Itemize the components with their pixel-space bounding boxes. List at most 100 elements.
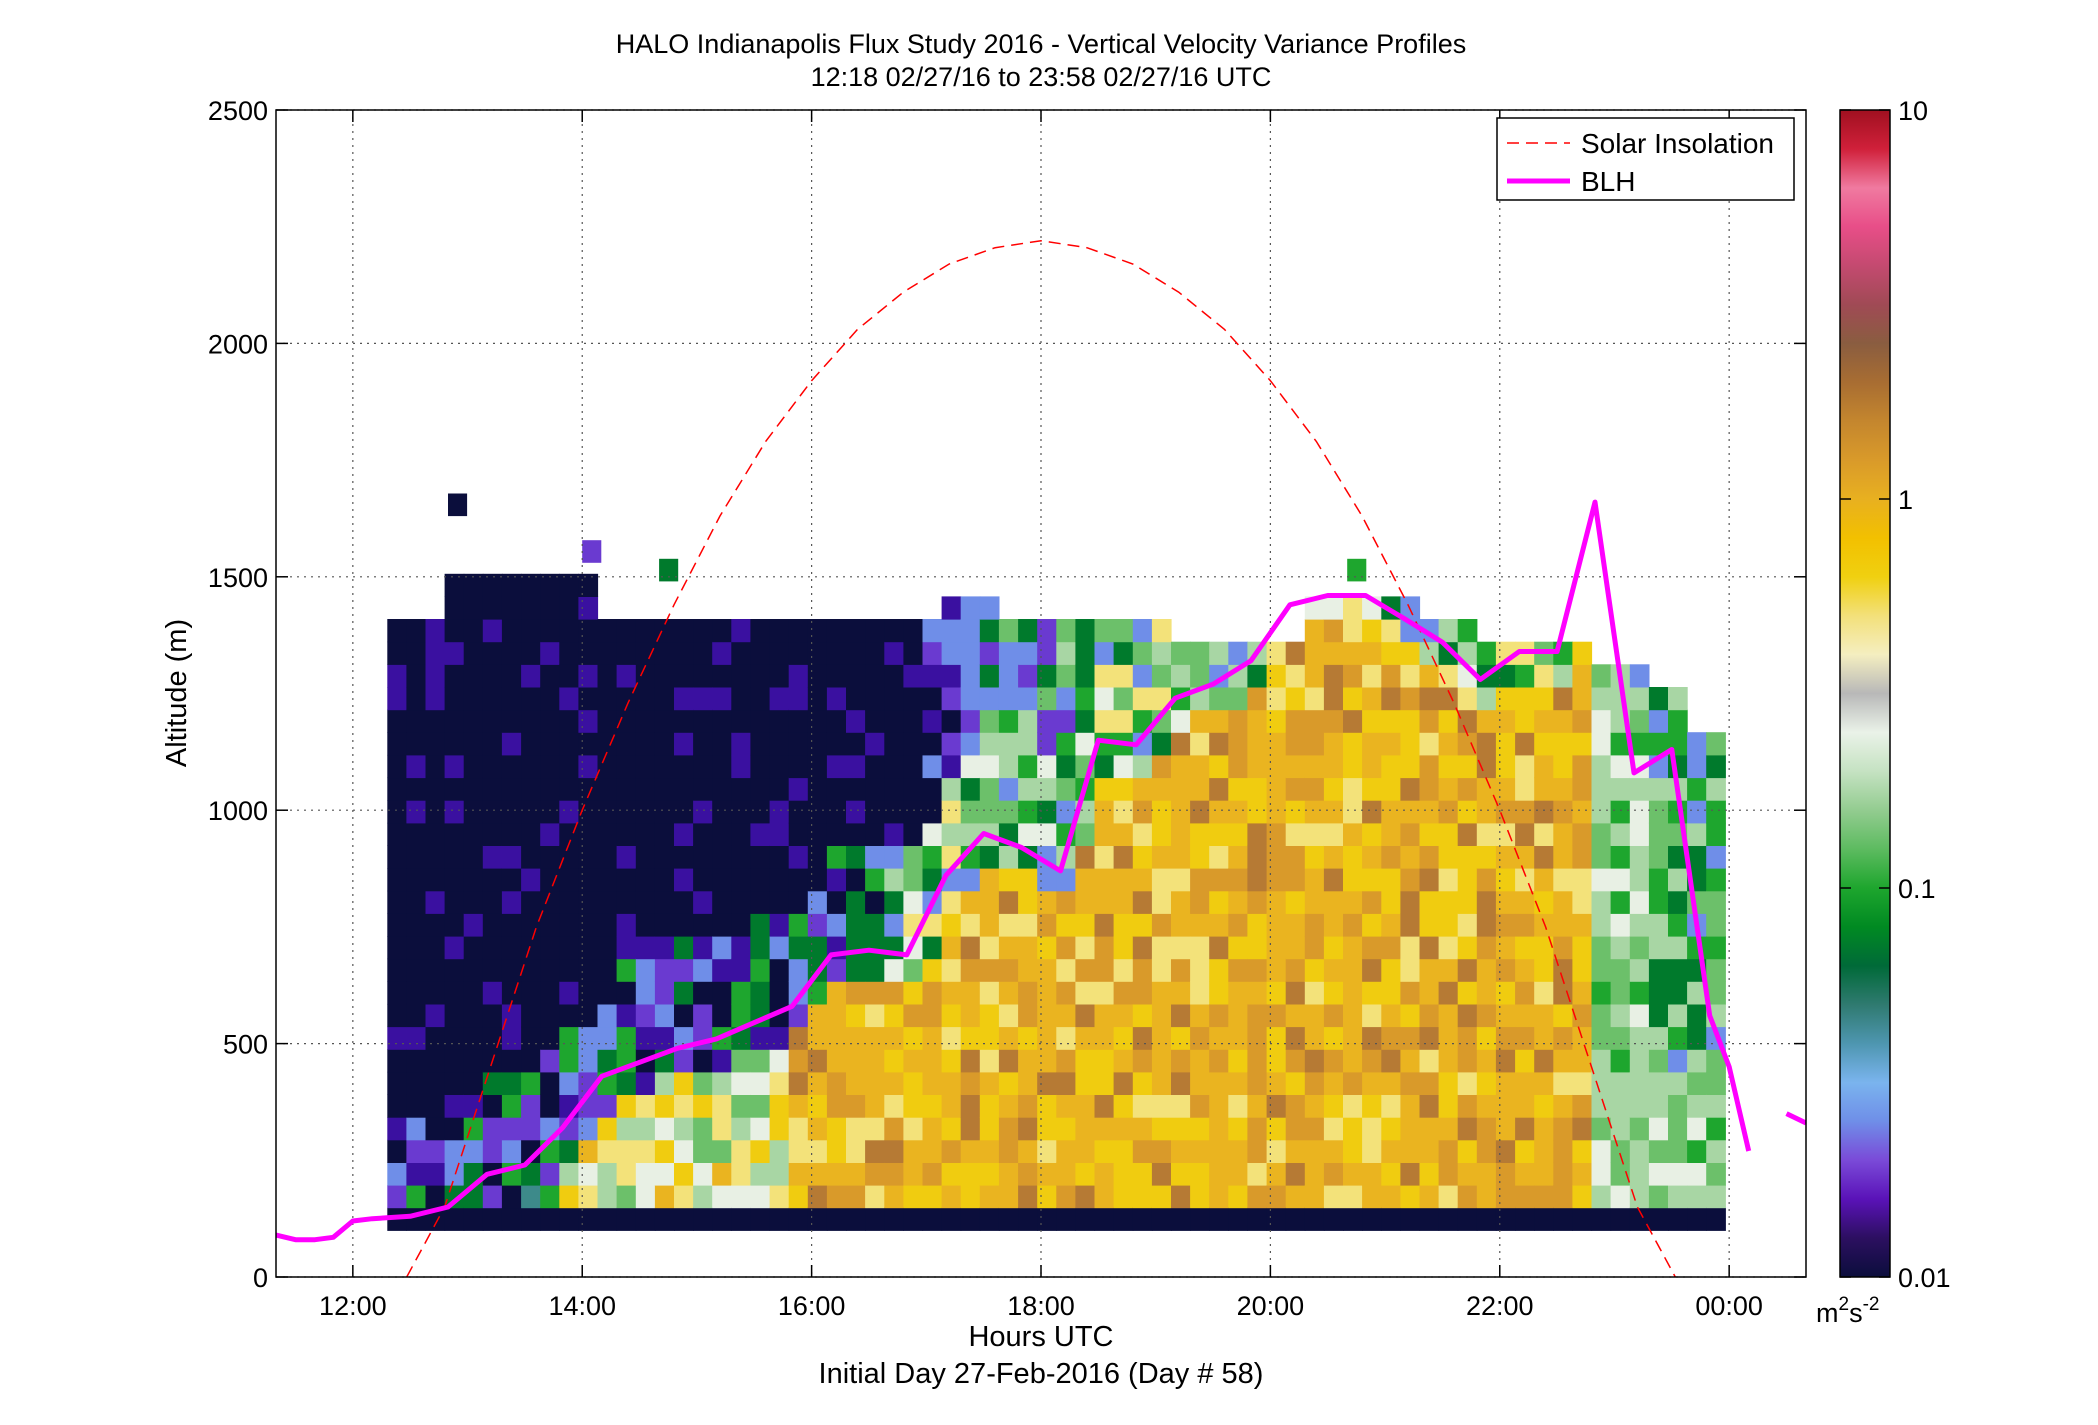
heatmap-cell [674,958,694,982]
heatmap-cell [1171,1185,1191,1209]
heatmap-cell [1381,981,1401,1005]
heatmap-cell [1056,868,1076,892]
heatmap-cell [1687,1139,1707,1163]
heatmap-cell [1629,958,1650,982]
heatmap-cell [1362,687,1382,711]
heatmap-cell [1648,1049,1669,1073]
heatmap-cell [1018,754,1038,779]
heatmap-cell [578,1207,599,1231]
heatmap-cell [1094,1071,1115,1095]
heatmap-cell [903,709,924,733]
heatmap-cell [1610,1162,1631,1186]
legend-blh-label: BLH [1581,166,1635,197]
heatmap-cell [1266,958,1287,982]
heatmap-cell [807,1117,828,1141]
heatmap-cell [712,754,732,779]
heatmap-cell [1190,1026,1210,1050]
heatmap-cell [1610,1117,1631,1141]
heatmap-cell [1343,1071,1363,1095]
heatmap-cell [559,709,579,733]
heatmap-cell [1495,1207,1516,1231]
heatmap-cell [1457,732,1478,756]
heatmap-cell [922,1117,943,1141]
heatmap-cell [1648,800,1669,824]
heatmap-cell [1610,1071,1631,1095]
heatmap-cell [616,1094,637,1118]
heatmap-cell [1495,777,1516,801]
heatmap-cell [1495,800,1516,824]
heatmap-cell [1285,981,1306,1005]
heatmap-cell [1629,1139,1650,1163]
heatmap-cell [1247,732,1268,756]
heatmap-cell [1075,936,1096,960]
heatmap-cell [463,777,484,801]
heatmap-cell [1171,868,1191,892]
heatmap-cell [1018,664,1038,688]
heatmap-cell [1228,1049,1248,1073]
heatmap-cell [674,709,694,733]
heatmap-cell [1171,1207,1191,1231]
heatmap-cell [1668,958,1688,982]
heatmap-cell [1343,641,1363,665]
heatmap-cell [1343,754,1363,779]
heatmap-cell [998,936,1019,960]
heatmap-cell [482,1094,503,1118]
heatmap-cell [922,868,943,892]
heatmap-cell [1266,868,1287,892]
heatmap-cell [1400,1207,1421,1231]
heatmap-cell [1075,1049,1096,1073]
heatmap-cell [1094,958,1115,982]
heatmap-cell [1553,845,1573,869]
heatmap-cell [884,1162,904,1186]
heatmap-cell [1037,1162,1057,1186]
heatmap-cell [1171,981,1191,1005]
colorbar-units: m2s-2 [1816,1294,1879,1328]
heatmap-cell [635,709,656,733]
heatmap-cell [1113,868,1134,892]
heatmap-cell [884,664,904,688]
heatmap-cell [1476,1003,1497,1028]
heatmap-cell [406,1117,427,1141]
heatmap-cell [578,981,599,1005]
heatmap-cell [1572,1139,1593,1163]
heatmap-cell [1075,1162,1096,1186]
heatmap-cell [616,981,637,1005]
heatmap-cell [501,1185,522,1209]
heatmap-cell [1018,1117,1038,1141]
heatmap-cell [482,777,503,801]
heatmap-cell [1343,868,1363,892]
heatmap-cell [922,1207,943,1231]
heatmap-cell [1610,754,1631,779]
heatmap-cell [654,777,675,801]
heatmap-cell [521,687,541,711]
heatmap-cell [1648,1162,1669,1186]
heatmap-cell [1419,754,1440,779]
heatmap-cell [884,890,904,914]
heatmap-cell [731,641,751,665]
heatmap-cell [1151,822,1172,846]
heatmap-cell [1343,1117,1363,1141]
heatmap-cell [1362,845,1382,869]
heatmap-cell [865,1049,885,1073]
y-tick-label: 1500 [208,563,268,593]
heatmap-cell [1629,1003,1650,1028]
heatmap-cell [1037,709,1057,733]
heatmap-cell [1648,1185,1669,1209]
heatmap-cell [712,641,732,665]
heatmap-cell [597,687,618,711]
heatmap-cell [521,1094,541,1118]
heatmap-cell [578,1139,599,1163]
heatmap-cell [788,822,809,846]
heatmap-cell [521,754,541,779]
heatmap-cell [1629,777,1650,801]
heatmap-cell [1018,936,1038,960]
heatmap-cell [1400,1094,1421,1118]
heatmap-cell [482,732,503,756]
heatmap-cell [540,754,560,779]
heatmap-cell [1687,822,1707,846]
heatmap-cell [960,754,981,779]
heatmap-cell [1266,1139,1287,1163]
heatmap-cell [731,754,751,779]
heatmap-cell [387,1185,407,1209]
heatmap-cell [922,1162,943,1186]
